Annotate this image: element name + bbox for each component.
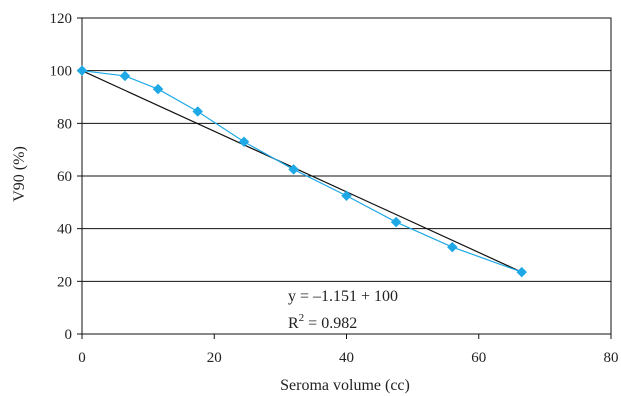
series-line-0: [81, 70, 522, 273]
data-point-4: [238, 136, 250, 148]
y-tick-label-20: 20: [57, 274, 72, 290]
x-tick-label-0: 0: [78, 350, 86, 366]
y-tick-label-40: 40: [57, 222, 72, 238]
x-axis-label: Seroma volume (cc): [280, 377, 410, 394]
x-tick-label-60: 60: [471, 350, 486, 366]
r-squared: R2 = 0.982: [288, 312, 357, 332]
y-tick-label-0: 0: [65, 327, 73, 343]
y-tick-labels: 0 20 40 60 80 100 120: [50, 11, 73, 343]
y-tick-label-120: 120: [50, 11, 73, 27]
data-point-5: [288, 164, 299, 175]
x-tick-label-40: 40: [339, 350, 354, 366]
r-squared-exponent: 2: [299, 312, 305, 324]
r-squared-prefix: R: [288, 315, 299, 332]
y-axis-label: V90 (%): [11, 146, 28, 202]
data-point-9: [516, 266, 528, 278]
x-tick-label-80: 80: [604, 350, 619, 366]
y-tick-label-60: 60: [57, 169, 72, 185]
x-tick-labels: 0 20 40 60 80: [78, 350, 618, 366]
data-point-1: [119, 70, 131, 82]
series: [76, 65, 528, 278]
data-point-0: [76, 65, 88, 77]
y-tick-label-80: 80: [57, 116, 72, 132]
r-squared-value: = 0.982: [304, 315, 357, 332]
data-point-2: [152, 83, 164, 95]
data-point-7: [390, 216, 402, 228]
y-tick-label-100: 100: [50, 64, 73, 80]
data-point-3: [192, 106, 204, 117]
plot-frame: [81, 17, 612, 335]
trendline-line: [81, 70, 522, 273]
x-tick-label-20: 20: [207, 350, 222, 366]
grid: [82, 17, 611, 335]
data-point-8: [446, 241, 458, 253]
trendline: [81, 70, 522, 273]
trendline-equation: y = –1.151 + 100: [288, 288, 398, 305]
data-point-6: [341, 190, 352, 202]
